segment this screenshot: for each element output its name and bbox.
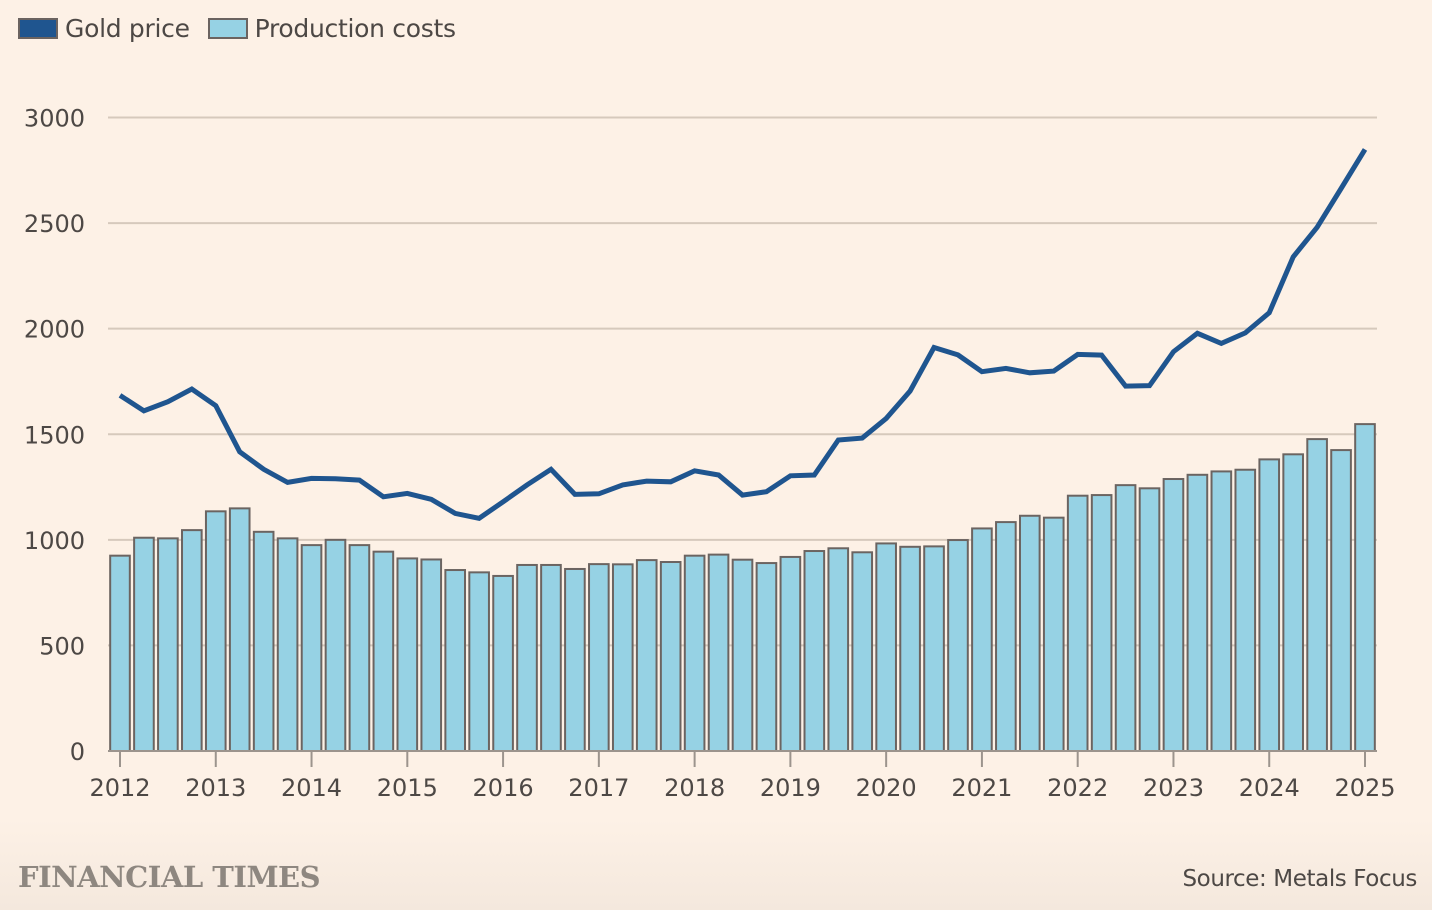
y-tick-label: 3000 [24,105,85,133]
x-tick-label: 2012 [89,774,150,802]
production-cost-bar [827,547,850,753]
production-cost-bar [611,563,634,752]
production-cost-bar [875,542,897,752]
production-cost-bar [420,558,443,753]
production-cost-bar [1330,449,1352,752]
production-cost-bar [1114,484,1137,752]
y-tick-label: 2500 [24,210,85,238]
legend-swatch-gold-price [18,18,58,39]
y-tick-label: 0 [70,738,85,766]
production-cost-bar [564,567,586,752]
production-cost-bars [109,423,1376,753]
production-cost-bar [348,544,371,752]
production-cost-bar [133,536,155,753]
production-cost-bar [1354,423,1376,752]
legend-label-gold-price: Gold price [65,14,190,43]
x-tick-label: 2024 [1239,774,1300,802]
production-cost-bar [157,537,179,752]
production-cost-bar [1042,516,1065,752]
production-cost-bar [1138,487,1161,752]
production-cost-bar [300,544,323,752]
production-cost-bar [899,545,921,752]
x-tick-label: 2023 [1143,774,1204,802]
x-tick-label: 2016 [473,774,534,802]
production-cost-bar [516,563,538,752]
production-cost-bar [1258,458,1281,752]
ft-logo: FINANCIAL TIMES [18,860,321,894]
production-cost-bar [228,507,251,752]
production-cost-bar [1090,494,1113,753]
production-cost-bar [683,554,706,752]
y-tick-label: 1500 [24,421,85,449]
y-tick-label: 1000 [24,527,85,555]
x-tick-label: 2019 [760,774,821,802]
production-cost-bar [276,537,299,752]
legend-item-production-costs: Production costs [207,14,456,43]
production-cost-bar [995,521,1017,752]
production-cost-bar [1306,438,1328,752]
x-axis [108,750,1377,767]
production-cost-bar [588,563,610,752]
legend-swatch-production-costs [207,18,248,39]
x-tick-label: 2020 [856,774,917,802]
production-cost-bar [1234,468,1257,752]
production-cost-bar [252,530,275,753]
production-cost-bar [635,559,658,753]
production-cost-bar [947,539,969,752]
x-tick-label: 2013 [185,774,246,802]
x-tick-label: 2025 [1334,774,1395,802]
x-tick-label: 2018 [664,774,725,802]
production-cost-bar [731,558,754,752]
production-cost-bar [923,545,945,753]
x-tick-label: 2015 [377,774,438,802]
chart-legend: Gold price Production costs [18,14,474,43]
production-cost-bar [659,561,682,753]
source-note: Source: Metals Focus [1182,866,1417,892]
x-tick-label: 2017 [568,774,629,802]
x-tick-label: 2014 [281,774,342,802]
production-cost-bar [204,510,227,752]
production-cost-bar [1018,514,1041,752]
production-cost-bar [540,563,562,752]
y-tick-label: 500 [39,632,85,660]
x-tick-label: 2022 [1047,774,1108,802]
production-cost-bar [1210,470,1233,752]
production-cost-bar [851,551,874,753]
production-cost-bar [1282,453,1304,752]
production-cost-bar [468,571,490,753]
y-tick-label: 2000 [24,316,85,344]
y-axis-labels: 0 500 1000 1500 2000 2500 3000 [24,105,85,767]
production-cost-bar [396,557,419,753]
production-cost-bar [492,574,514,752]
production-cost-bar [109,554,131,752]
x-axis-labels: 2012 2013 2014 2015 2016 2017 2018 2019 2020 2021… [89,774,1395,802]
production-cost-bar [755,562,778,752]
production-cost-bar [372,550,395,753]
production-cost-bar [181,529,203,753]
production-cost-bar [1162,478,1185,752]
x-tick-label: 2021 [951,774,1012,802]
legend-item-gold-price: Gold price [18,14,190,43]
gold-price-line-group [118,148,1368,521]
production-cost-bar [444,569,467,752]
production-cost-bar [971,527,993,753]
production-cost-bar [803,550,826,752]
production-cost-bar [779,555,802,752]
production-cost-bar [1066,494,1089,752]
legend-label-production-costs: Production costs [254,14,456,43]
gold-price-line [118,148,1368,521]
production-cost-bar [707,553,730,752]
production-cost-bar [324,538,347,752]
production-cost-bar [1186,473,1209,752]
